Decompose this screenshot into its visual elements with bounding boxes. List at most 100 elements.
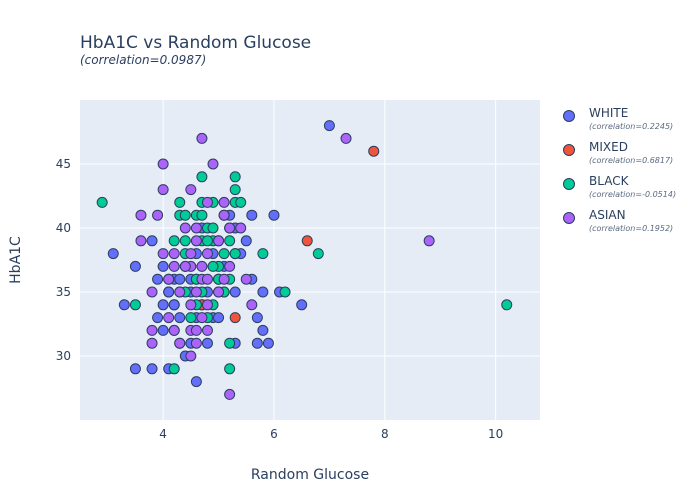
data-point[interactable] (168, 299, 180, 311)
data-point[interactable] (190, 376, 202, 388)
data-point[interactable] (179, 222, 191, 234)
data-point[interactable] (190, 337, 202, 349)
data-point[interactable] (213, 312, 225, 324)
data-point[interactable] (246, 209, 258, 221)
data-point[interactable] (201, 273, 213, 285)
data-point[interactable] (229, 312, 241, 324)
data-point[interactable] (224, 388, 236, 400)
data-point[interactable] (135, 235, 147, 247)
data-point[interactable] (179, 260, 191, 272)
data-point[interactable] (196, 171, 208, 183)
data-point[interactable] (96, 196, 108, 208)
data-point[interactable] (185, 299, 197, 311)
data-point[interactable] (257, 248, 269, 260)
data-point[interactable] (185, 248, 197, 260)
data-point[interactable] (229, 286, 241, 298)
data-point[interactable] (174, 286, 186, 298)
data-point[interactable] (213, 235, 225, 247)
data-point[interactable] (218, 273, 230, 285)
data-point[interactable] (218, 209, 230, 221)
data-point[interactable] (229, 171, 241, 183)
data-point[interactable] (268, 209, 280, 221)
data-point[interactable] (240, 273, 252, 285)
data-point[interactable] (179, 209, 191, 221)
data-point[interactable] (185, 350, 197, 362)
data-point[interactable] (201, 337, 213, 349)
data-point[interactable] (146, 337, 158, 349)
data-point[interactable] (157, 299, 169, 311)
data-point[interactable] (312, 248, 324, 260)
data-point[interactable] (135, 209, 147, 221)
data-point[interactable] (168, 235, 180, 247)
data-point[interactable] (185, 184, 197, 196)
data-point[interactable] (163, 286, 175, 298)
data-point[interactable] (146, 363, 158, 375)
data-point[interactable] (229, 248, 241, 260)
data-point[interactable] (257, 286, 269, 298)
legend-item-black[interactable]: BLACK (correlation=-0.0514) (560, 174, 700, 208)
data-point[interactable] (163, 312, 175, 324)
data-point[interactable] (323, 120, 335, 132)
data-point[interactable] (229, 184, 241, 196)
data-point[interactable] (163, 273, 175, 285)
data-point[interactable] (168, 248, 180, 260)
data-point[interactable] (251, 312, 263, 324)
data-point[interactable] (196, 132, 208, 144)
data-point[interactable] (190, 324, 202, 336)
data-point[interactable] (174, 273, 186, 285)
data-point[interactable] (201, 196, 213, 208)
data-point[interactable] (129, 260, 141, 272)
data-point[interactable] (501, 299, 513, 311)
data-point[interactable] (190, 286, 202, 298)
data-point[interactable] (301, 235, 313, 247)
data-point[interactable] (146, 286, 158, 298)
data-point[interactable] (118, 299, 130, 311)
data-point[interactable] (296, 299, 308, 311)
data-point[interactable] (146, 235, 158, 247)
data-point[interactable] (240, 235, 252, 247)
data-point[interactable] (185, 312, 197, 324)
data-point[interactable] (262, 337, 274, 349)
legend-item-white[interactable]: WHITE (correlation=0.2245) (560, 106, 700, 140)
data-point[interactable] (368, 145, 380, 157)
data-point[interactable] (179, 235, 191, 247)
data-point[interactable] (174, 196, 186, 208)
data-point[interactable] (201, 235, 213, 247)
data-point[interactable] (207, 158, 219, 170)
data-point[interactable] (251, 337, 263, 349)
data-point[interactable] (157, 158, 169, 170)
data-point[interactable] (190, 222, 202, 234)
data-point[interactable] (213, 286, 225, 298)
data-point[interactable] (146, 324, 158, 336)
data-point[interactable] (224, 222, 236, 234)
data-point[interactable] (168, 363, 180, 375)
data-point[interactable] (168, 324, 180, 336)
data-point[interactable] (224, 337, 236, 349)
data-point[interactable] (190, 235, 202, 247)
data-point[interactable] (107, 248, 119, 260)
data-point[interactable] (129, 299, 141, 311)
data-point[interactable] (174, 312, 186, 324)
data-point[interactable] (196, 209, 208, 221)
data-point[interactable] (224, 260, 236, 272)
data-point[interactable] (207, 222, 219, 234)
data-point[interactable] (257, 324, 269, 336)
data-point[interactable] (157, 260, 169, 272)
data-point[interactable] (152, 312, 164, 324)
data-point[interactable] (196, 312, 208, 324)
data-point[interactable] (207, 260, 219, 272)
legend-item-asian[interactable]: ASIAN (correlation=0.1952) (560, 208, 700, 242)
data-point[interactable] (196, 260, 208, 272)
data-point[interactable] (218, 196, 230, 208)
data-point[interactable] (279, 286, 291, 298)
data-point[interactable] (129, 363, 141, 375)
data-point[interactable] (201, 248, 213, 260)
data-point[interactable] (157, 184, 169, 196)
data-point[interactable] (235, 196, 247, 208)
data-point[interactable] (168, 260, 180, 272)
data-point[interactable] (201, 299, 213, 311)
data-point[interactable] (218, 248, 230, 260)
data-point[interactable] (246, 299, 258, 311)
legend-item-mixed[interactable]: MIXED (correlation=0.6817) (560, 140, 700, 174)
data-point[interactable] (224, 235, 236, 247)
